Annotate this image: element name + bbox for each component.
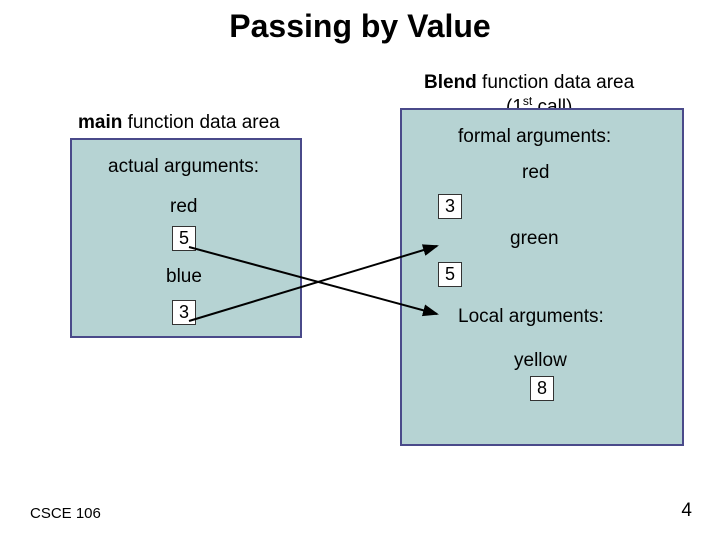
left-panel: actual arguments: red 5 blue 3	[70, 138, 302, 338]
right-local-label: yellow	[514, 350, 567, 372]
left-item-1-label: blue	[166, 266, 202, 288]
right-section: formal arguments:	[458, 126, 611, 148]
right-local-section: Local arguments:	[458, 306, 604, 328]
slide-title: Passing by Value	[0, 0, 720, 45]
right-local-value: 8	[530, 376, 554, 401]
right-item-1-label: green	[510, 228, 559, 250]
right-item-1-value: 5	[438, 262, 462, 287]
right-header: Blend function data area	[424, 72, 634, 94]
left-header: main function data area	[78, 112, 280, 134]
left-header-bold: main	[78, 112, 122, 133]
right-panel: formal arguments: red 3 green 5 Local ar…	[400, 108, 684, 446]
right-item-0-label: red	[522, 162, 549, 184]
footer-course: CSCE 106	[30, 505, 101, 522]
footer-page: 4	[681, 500, 692, 522]
left-item-0-label: red	[170, 196, 197, 218]
left-item-0-value: 5	[172, 226, 196, 251]
left-section: actual arguments:	[108, 156, 259, 178]
right-subtitle-sup: st	[523, 94, 532, 108]
left-item-1-value: 3	[172, 300, 196, 325]
left-header-rest: function data area	[122, 112, 279, 133]
right-header-bold: Blend	[424, 72, 477, 93]
right-item-0-value: 3	[438, 194, 462, 219]
right-header-rest: function data area	[477, 72, 634, 93]
